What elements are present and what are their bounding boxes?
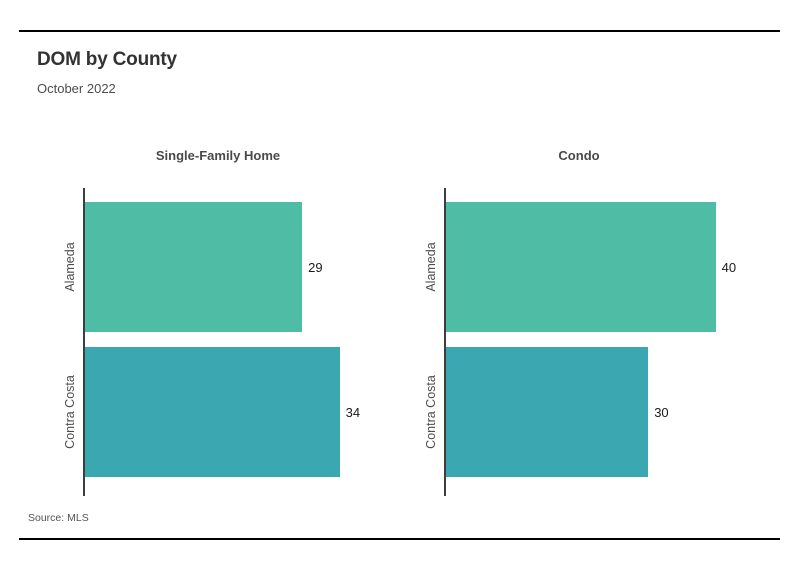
bar-contra-costa-sfh [85, 347, 340, 477]
bar-alameda-condo [446, 202, 716, 332]
bar-value-label: 34 [345, 404, 361, 420]
bar-contra-costa-condo [446, 347, 649, 477]
pane-title-condo: Condo [558, 148, 600, 163]
bottom-divider [19, 538, 780, 540]
top-divider [19, 30, 780, 32]
source-note: Source: MLS [28, 512, 89, 524]
bar-row: 34 [85, 347, 422, 477]
y-axis-label-alameda: Alameda [424, 242, 438, 292]
bar-value-label: 30 [654, 404, 669, 420]
plot-single-family: Alameda Contra Costa 29 34 [63, 188, 422, 496]
plot-condo: Alameda Contra Costa 40 30 [424, 188, 783, 496]
pane-single-family: Single-Family Home Alameda Contra Costa … [56, 145, 420, 501]
y-axis-label-contra-costa: Contra Costa [63, 375, 77, 449]
bar-alameda-sfh [85, 202, 303, 332]
y-axis-label-contra-costa: Contra Costa [424, 375, 438, 449]
bar-value-label: 29 [308, 259, 323, 275]
page-title: DOM by County [37, 49, 177, 70]
y-axis-label-alameda: Alameda [63, 242, 77, 292]
bar-row: 30 [446, 347, 783, 477]
bar-row: 29 [85, 202, 422, 332]
page-subtitle: October 2022 [37, 81, 116, 96]
pane-condo: Condo Alameda Contra Costa 40 30 [417, 145, 781, 501]
bar-value-label: 40 [721, 259, 737, 275]
pane-title-single-family: Single-Family Home [155, 148, 281, 163]
bar-row: 40 [446, 202, 783, 332]
